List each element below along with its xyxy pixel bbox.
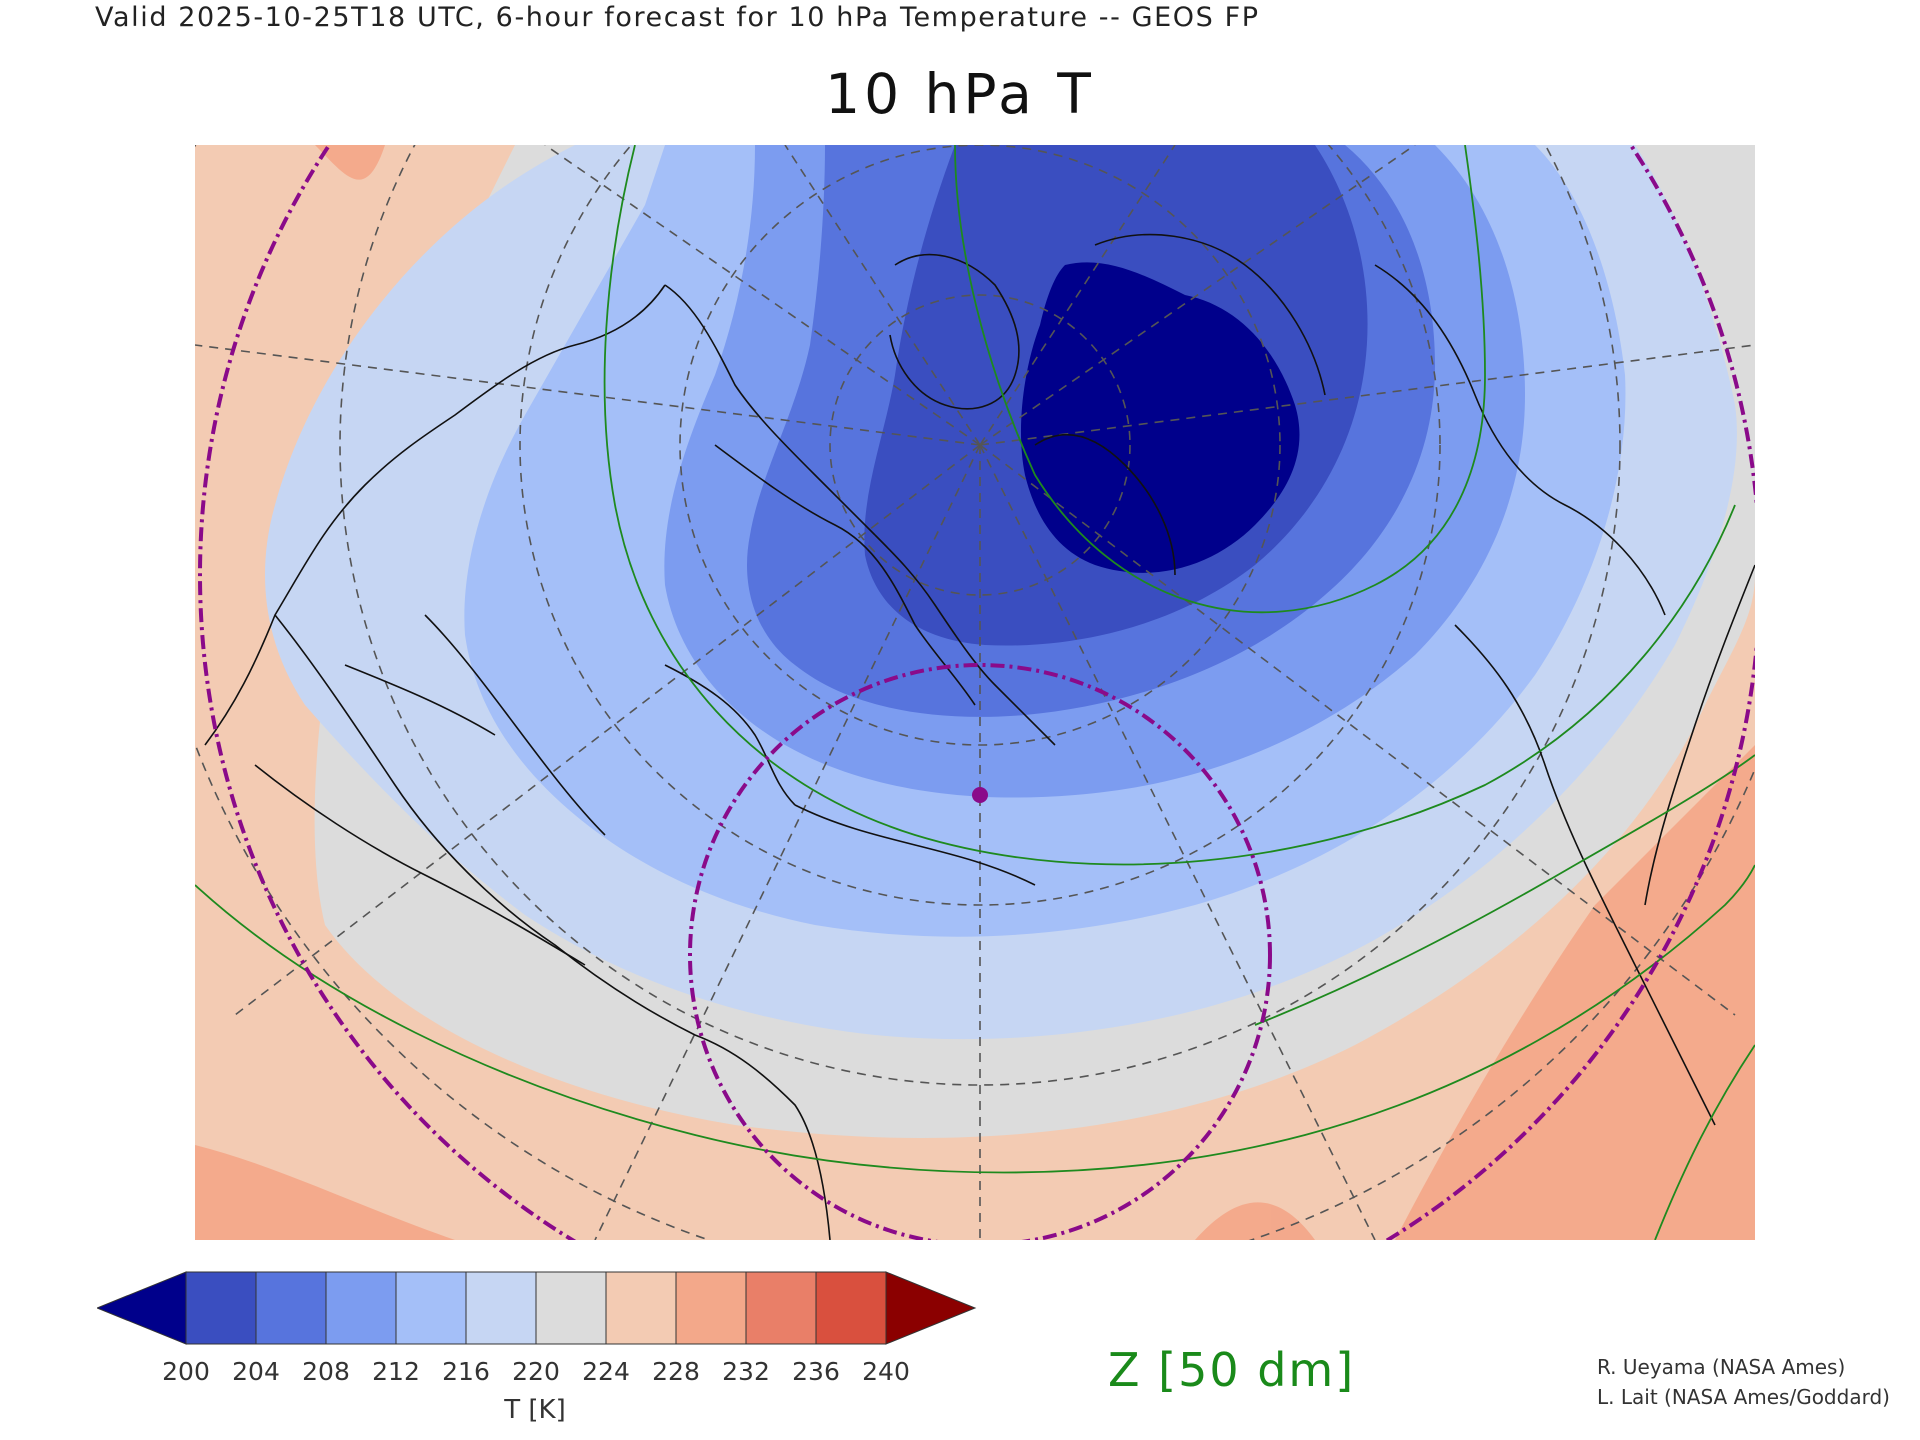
colorbar-max-arrow — [885, 1271, 977, 1345]
overlay-rings — [198, 145, 1755, 1240]
colorbar-segment — [815, 1271, 887, 1345]
colorbar-tick: 224 — [582, 1357, 630, 1386]
valid-time-subtitle: Valid 2025-10-25T18 UTC, 6-hour forecast… — [95, 2, 1260, 33]
colorbar-tick: 208 — [302, 1357, 350, 1386]
forecast-map — [195, 145, 1755, 1240]
credit-line: R. Ueyama (NASA Ames) — [1597, 1355, 1846, 1379]
colorbar-tick: 216 — [442, 1357, 490, 1386]
graticule — [195, 145, 1755, 1240]
colorbar-segment — [185, 1271, 257, 1345]
colorbar-label: T [K] — [504, 1395, 566, 1425]
colorbar-tick: 212 — [372, 1357, 420, 1386]
colorbar-tick: 204 — [232, 1357, 280, 1386]
colorbar-segment — [605, 1271, 677, 1345]
colorbar-segment — [255, 1271, 327, 1345]
height-contours — [195, 145, 1755, 1240]
colorbar-tick: 232 — [722, 1357, 770, 1386]
temp-band-200 — [1020, 262, 1300, 573]
colorbar-tick: 220 — [512, 1357, 560, 1386]
colorbar-tick: 228 — [652, 1357, 700, 1386]
credit-line: L. Lait (NASA Ames/Goddard) — [1597, 1385, 1890, 1409]
colorbar-segment — [325, 1271, 397, 1345]
contour-legend-label: Z [50 dm] — [1108, 1343, 1356, 1397]
coastlines — [204, 233, 1755, 1240]
colorbar-segment — [465, 1271, 537, 1345]
colorbar-segment — [395, 1271, 467, 1345]
colorbar-tick: 200 — [162, 1357, 210, 1386]
colorbar-segment — [535, 1271, 607, 1345]
map-title: 10 hPa T — [825, 62, 1095, 126]
colorbar-segment — [745, 1271, 817, 1345]
temperature-colorbar — [95, 1268, 977, 1352]
location-marker — [972, 787, 988, 803]
colorbar-tick: 240 — [862, 1357, 910, 1386]
colorbar-tick: 236 — [792, 1357, 840, 1386]
colorbar-segment — [675, 1271, 747, 1345]
colorbar-min-arrow — [95, 1271, 187, 1345]
temp-band-232 — [195, 145, 1755, 1240]
